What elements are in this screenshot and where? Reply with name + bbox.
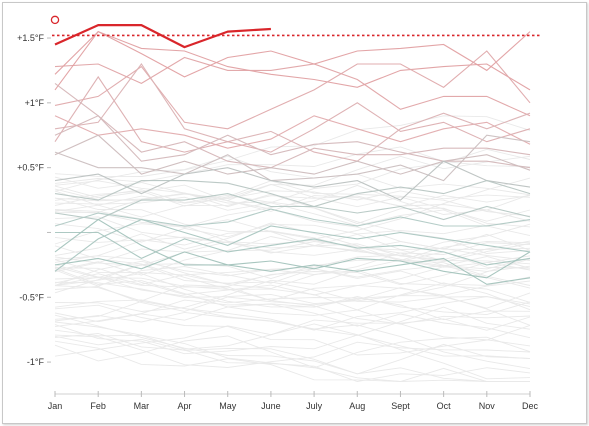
series-line-5 — [54, 115, 531, 149]
series-line-3 — [54, 30, 531, 91]
background-series-line — [54, 230, 531, 268]
series-group — [54, 30, 531, 285]
background-series-line — [54, 184, 531, 250]
background-series-line — [54, 184, 531, 245]
series-line-12 — [54, 160, 531, 201]
background-series-line — [54, 197, 531, 269]
background-series-line — [54, 264, 531, 302]
background-series-line — [54, 259, 531, 312]
series-line-11 — [54, 134, 531, 182]
x-tick-label: Aug — [349, 401, 365, 411]
series-line-7 — [54, 63, 531, 162]
background-series-line — [54, 324, 531, 360]
background-series-line — [54, 335, 531, 375]
background-series-line — [54, 299, 531, 370]
background-series-line — [54, 261, 531, 302]
x-tick-label: Mar — [134, 401, 150, 411]
x-tick-label: July — [306, 401, 323, 411]
series-line-6 — [54, 75, 531, 153]
background-series-line — [54, 242, 531, 289]
x-tick-label: June — [261, 401, 281, 411]
background-series-line — [54, 194, 531, 218]
highlight-series-line — [54, 24, 271, 49]
background-series-line — [54, 258, 531, 308]
series-line-4 — [54, 50, 531, 130]
series-line-17 — [55, 231, 531, 266]
background-series-line — [54, 321, 531, 369]
background-series-line — [54, 236, 531, 263]
y-tick-label: +1°F — [25, 98, 45, 108]
x-tick-label: Jan — [48, 401, 63, 411]
background-series-line — [54, 323, 531, 380]
y-tick-label: +0.5°F — [17, 163, 44, 173]
background-series-line — [54, 155, 531, 201]
background-series-line — [54, 335, 530, 382]
y-tick-label: -1°F — [27, 357, 45, 367]
highlight-series-group — [50, 15, 271, 49]
highlight-marker — [50, 15, 60, 25]
background-series-line — [54, 177, 531, 240]
background-series-line — [54, 334, 531, 368]
x-tick-label: Feb — [90, 401, 106, 411]
x-tick-label: Apr — [178, 401, 192, 411]
x-tick-label: Oct — [437, 401, 452, 411]
y-axis: +1.5°F +1°F +0.5°F -0.5°F -1°F — [17, 33, 51, 367]
series-line-8 — [54, 82, 531, 169]
background-series-line — [54, 316, 531, 350]
series-line-19 — [54, 251, 531, 285]
x-tick-label: Dec — [522, 401, 539, 411]
y-tick-label: +1.5°F — [17, 33, 44, 43]
background-series-line — [54, 193, 531, 222]
background-series-line — [54, 306, 531, 336]
x-tick-label: Sept — [391, 401, 410, 411]
background-series-line — [54, 276, 531, 321]
series-line-13 — [54, 180, 531, 208]
y-tick-label: -0.5°F — [19, 292, 44, 302]
x-tick-label: May — [219, 401, 237, 411]
background-series-group — [54, 115, 531, 382]
background-series-line — [54, 281, 531, 326]
x-tick-label: Nov — [479, 401, 496, 411]
background-series-line — [54, 183, 531, 222]
background-series-line — [54, 340, 530, 382]
background-series-line — [54, 180, 531, 217]
background-series-line — [54, 269, 531, 303]
background-series-line — [54, 333, 531, 382]
series-line-15 — [54, 208, 531, 227]
series-line-14 — [54, 193, 531, 221]
background-series-line — [54, 304, 531, 356]
background-series-line — [54, 299, 531, 339]
series-line-2 — [54, 56, 531, 117]
background-series-line — [54, 241, 531, 289]
background-series-line — [54, 146, 531, 184]
background-series-line — [54, 155, 531, 196]
series-line-1 — [54, 30, 531, 91]
series-line-9 — [54, 115, 531, 169]
series-line-18 — [54, 218, 531, 279]
background-series-line — [54, 190, 531, 214]
series-line-16 — [54, 218, 531, 272]
background-series-line — [54, 266, 531, 325]
x-axis: Jan Feb Mar Apr May June July Aug Sept Oct Nov Dec — [48, 391, 539, 411]
